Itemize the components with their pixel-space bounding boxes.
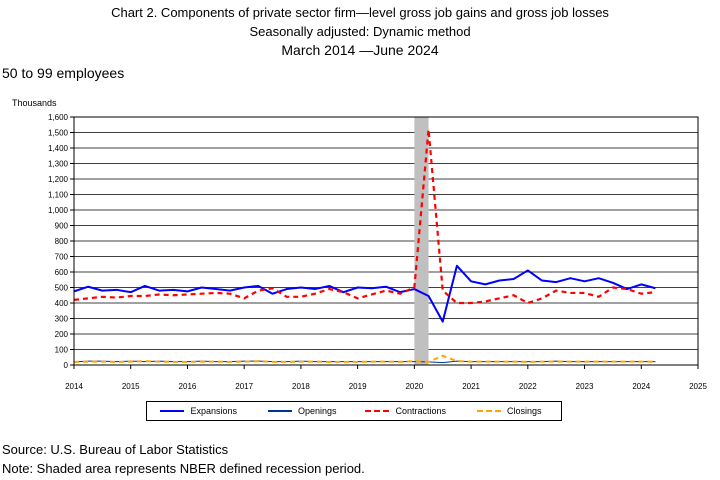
chart-date-range: March 2014 —June 2024: [281, 42, 439, 58]
x-tick-label: 2024: [632, 382, 650, 391]
x-tick-label: 2014: [65, 382, 83, 391]
legend-item-expansions: Expansions: [147, 406, 251, 416]
series-line-expansions: [73, 264, 656, 323]
y-tick-label: 200: [55, 330, 69, 339]
y-tick-label: 1,100: [48, 191, 69, 200]
y-tick-label: 700: [55, 253, 69, 262]
legend-swatch: [476, 410, 501, 412]
legend-label: Contractions: [395, 406, 447, 416]
legend-label: Closings: [506, 406, 542, 416]
y-tick-label: 1,200: [48, 175, 69, 184]
line-chart: 0 100 200 300 400 500 600 700 800 900 1,000 1,100 1,…: [12, 98, 707, 391]
y-tick-label: 800: [55, 237, 69, 246]
x-tick-label: 2019: [349, 382, 367, 391]
y-axis-label: Thousands: [12, 98, 57, 108]
source-note: Source: U.S. Bureau of Labor Statistics: [2, 442, 229, 457]
x-tick-label: 2025: [689, 382, 707, 391]
y-tick-label: 500: [55, 284, 69, 293]
y-axis: 0 100 200 300 400 500 600 700 800 900 1,000 1,100 1,…: [48, 113, 74, 370]
y-tick-label: 1,000: [48, 206, 69, 215]
x-tick-label: 2022: [519, 382, 537, 391]
x-tick-label: 2015: [122, 382, 140, 391]
series-line-closings: [73, 354, 656, 363]
series-layer: [73, 128, 656, 364]
y-tick-label: 600: [55, 268, 69, 277]
y-tick-label: 900: [55, 222, 69, 231]
legend-label: Expansions: [190, 406, 238, 416]
legend-item-contractions: Contractions: [354, 406, 458, 416]
legend-item-closings: Closings: [458, 406, 562, 416]
y-tick-label: 1,500: [48, 129, 69, 138]
y-tick-label: 100: [55, 346, 69, 355]
legend-label: Openings: [297, 406, 337, 416]
x-tick-label: 2021: [462, 382, 480, 391]
x-tick-label: 2020: [405, 382, 423, 391]
legend-swatch: [267, 410, 292, 412]
recession-note: Note: Shaded area represents NBER define…: [2, 461, 365, 476]
y-tick-label: 400: [55, 299, 69, 308]
legend-item-openings: Openings: [251, 406, 355, 416]
x-axis: 2014 2015 2016 2017 2018 2019 2020 2021 2022 2023…: [65, 365, 707, 391]
x-tick-label: 2018: [292, 382, 310, 391]
chart-title: Chart 2. Components of private sector fi…: [111, 5, 609, 20]
x-tick-label: 2017: [235, 382, 253, 391]
x-tick-label: 2023: [576, 382, 594, 391]
y-tick-label: 0: [64, 361, 69, 370]
y-tick-label: 300: [55, 315, 69, 324]
y-tick-label: 1,300: [48, 160, 69, 169]
recession-shade: [414, 117, 429, 365]
chart-subtitle-adjustment: Seasonally adjusted: Dynamic method: [249, 24, 471, 39]
x-tick-label: 2016: [179, 382, 197, 391]
series-line-contractions: [73, 128, 656, 305]
legend-swatch: [160, 410, 185, 412]
y-tick-label: 1,400: [48, 144, 69, 153]
grid-lines: [74, 116, 698, 366]
size-class-label: 50 to 99 employees: [2, 65, 125, 81]
legend: Expansions Openings Contractions Closings: [146, 401, 562, 421]
legend-swatch: [365, 410, 390, 412]
y-tick-label: 1,600: [48, 113, 69, 122]
